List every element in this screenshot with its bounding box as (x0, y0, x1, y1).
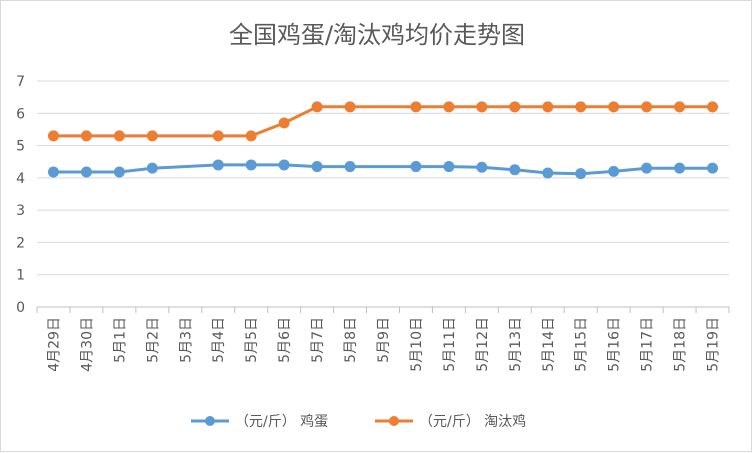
series-0-point (509, 164, 521, 176)
series-0-point (344, 161, 356, 173)
x-tick-label: 5月4日 (211, 317, 227, 363)
series-1-point (146, 130, 158, 142)
x-tick-label: 5月11日 (442, 317, 458, 372)
legend: （元/斤） 鸡蛋 （元/斤） 淘汰鸡 (191, 413, 526, 430)
x-tick-label: 5月17日 (640, 317, 656, 372)
series-0-point (707, 162, 719, 174)
series-0-point (245, 159, 257, 171)
x-tick-label: 4月29日 (46, 317, 62, 372)
legend-hen-marker (389, 416, 399, 426)
legend-item-egg: （元/斤） 鸡蛋 (191, 413, 328, 430)
series-0-point (542, 167, 554, 179)
series-1-point (80, 130, 92, 142)
x-tick-label: 5月16日 (607, 317, 623, 372)
y-tick-label: 0 (16, 300, 25, 316)
x-tick-label: 5月18日 (673, 317, 689, 372)
series-1-point (245, 130, 257, 142)
x-tick-label: 5月13日 (508, 317, 524, 372)
y-tick-label: 5 (16, 139, 25, 155)
series-1-point (410, 101, 422, 113)
series-1-point (476, 101, 488, 113)
series-0-point (278, 159, 290, 171)
x-tick-label: 5月5日 (244, 317, 260, 363)
x-tick-label: 5月3日 (178, 317, 194, 363)
series-1-point (443, 101, 455, 113)
series-0-point (80, 166, 92, 178)
y-tick-label: 7 (16, 74, 25, 90)
x-tick-label: 5月2日 (145, 317, 161, 363)
series-0-point (575, 168, 587, 180)
series-1-point (344, 101, 356, 113)
x-tick-label: 5月1日 (112, 317, 128, 363)
legend-egg-marker (205, 416, 215, 426)
x-tick-label: 5月10日 (409, 317, 425, 372)
x-tick-label: 5月7日 (310, 317, 326, 363)
y-tick-label: 6 (16, 106, 25, 122)
y-tick-label: 1 (16, 268, 25, 284)
series-0-point (443, 161, 455, 173)
series-1-point (674, 101, 686, 113)
legend-item-hen: （元/斤） 淘汰鸡 (375, 413, 526, 430)
series-0-point (410, 161, 422, 173)
series-1-point (311, 101, 323, 113)
x-tick-label: 5月6日 (277, 317, 293, 363)
x-tick-label: 5月9日 (376, 317, 392, 363)
series-1-point (113, 130, 125, 142)
x-tick-label: 5月8日 (343, 317, 359, 363)
series-0-point (146, 162, 158, 174)
series-0-point (113, 166, 125, 178)
y-tick-label: 4 (16, 171, 25, 187)
series-1-point (47, 130, 59, 142)
series-0-point (476, 161, 488, 173)
x-tick-label: 5月12日 (475, 317, 491, 372)
legend-hen-label: （元/斤） 淘汰鸡 (419, 413, 526, 430)
series-layer (47, 101, 719, 180)
x-tick-label: 5月19日 (706, 317, 722, 372)
series-0-point (47, 166, 59, 178)
series-0-point (674, 162, 686, 174)
series-1-point (212, 130, 224, 142)
chart-title: 全国鸡蛋/淘汰鸡均价走势图 (229, 21, 525, 49)
y-tick-label: 3 (16, 203, 25, 219)
series-1-point (509, 101, 521, 113)
series-1-point (278, 117, 290, 129)
series-1-point (608, 101, 620, 113)
series-0-point (641, 162, 653, 174)
series-0-point (311, 161, 323, 173)
x-tick-label: 5月14日 (541, 317, 557, 372)
y-tick-label: 2 (16, 235, 25, 251)
series-1-point (641, 101, 653, 113)
gridlines (37, 80, 729, 276)
series-1-point (542, 101, 554, 113)
axes: 0 1 2 3 4 5 6 7 4月29日 4月30日 5月1日 5月2日 5月3日 5月4日 5月5日 5月… (16, 74, 730, 372)
series-0-point (608, 165, 620, 177)
series-1-point (575, 101, 587, 113)
x-tick-label: 4月30日 (79, 317, 95, 372)
legend-egg-label: （元/斤） 鸡蛋 (235, 413, 328, 430)
series-1-point (707, 101, 719, 113)
x-tick-label: 5月15日 (574, 317, 590, 372)
series-0-point (212, 159, 224, 171)
